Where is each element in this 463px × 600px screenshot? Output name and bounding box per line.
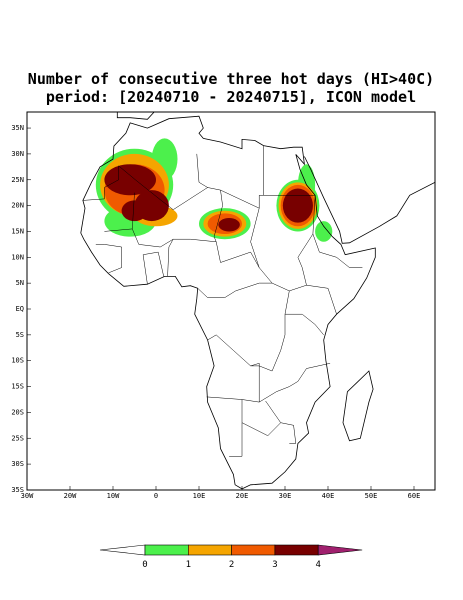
lat-tick-label: 20N <box>11 202 24 210</box>
coastline <box>342 370 374 442</box>
lon-tick-label: 0 <box>154 492 158 500</box>
country-border <box>207 290 290 372</box>
country-border <box>167 239 174 277</box>
lat-tick-label: 30S <box>11 460 24 468</box>
coastline <box>304 156 435 244</box>
heat-patch <box>218 218 240 232</box>
lat-tick-label: 10S <box>11 357 24 365</box>
lat-tick-label: 35S <box>11 486 24 494</box>
lat-tick-label: EQ <box>16 305 24 313</box>
colorbar-high-end <box>317 544 363 556</box>
lat-tick-label: 30N <box>11 150 24 158</box>
lat-tick-label: 20S <box>11 408 24 416</box>
country-border <box>241 422 281 437</box>
colorbar: 0 1 2 3 4 <box>99 544 363 570</box>
colorbar-label: 2 <box>229 560 234 570</box>
title-line-2: period: [20240710 - 20240715], ICON mode… <box>46 88 416 106</box>
lon-tick-label: 40E <box>322 492 335 500</box>
axis-ticks: 35N 30N 25N 20N 15N 10N 5N EQ 5S 10S 15S 20S 25S 30S 3… <box>11 124 420 500</box>
lat-tick-label: 10N <box>11 253 24 261</box>
map-frame <box>26 111 436 491</box>
colorbar-segment <box>274 544 319 556</box>
country-border <box>196 153 208 188</box>
lat-tick-label: 35N <box>11 124 24 132</box>
lon-tick-label: 10E <box>193 492 206 500</box>
country-border <box>206 362 260 403</box>
coastline <box>116 112 155 120</box>
lon-tick-label: 10W <box>107 492 120 500</box>
lat-tick-label: 15N <box>11 227 24 235</box>
coastline <box>80 115 376 490</box>
colorbar-segment <box>231 544 276 556</box>
country-border <box>197 282 273 298</box>
lon-tick-label: 20W <box>64 492 77 500</box>
country-border <box>213 190 223 242</box>
country-border <box>82 165 119 201</box>
country-border <box>250 208 260 268</box>
lon-tick-label: 30E <box>279 492 292 500</box>
country-border <box>312 233 363 268</box>
colorbar-label: 1 <box>186 560 191 570</box>
colorbar-label: 0 <box>142 560 147 570</box>
country-border <box>95 244 122 274</box>
map-area <box>80 112 435 490</box>
lat-tick-label: 5S <box>16 331 24 339</box>
title-line-1: Number of consecutive three hot days (HI… <box>28 70 434 88</box>
heat-patch <box>121 200 148 222</box>
lat-tick-label: 25S <box>11 434 24 442</box>
country-border <box>142 251 164 285</box>
colorbar-label: 3 <box>272 560 277 570</box>
lon-tick-label: 20E <box>236 492 249 500</box>
country-border <box>259 363 331 403</box>
lat-tick-label: 25N <box>11 176 24 184</box>
heat-patch <box>104 164 156 196</box>
colorbar-label: 4 <box>315 560 320 570</box>
country-border <box>297 195 316 286</box>
colorbar-low-end <box>99 544 146 556</box>
country-border <box>285 313 324 336</box>
country-border <box>132 228 337 315</box>
lat-tick-label: 15S <box>11 383 24 391</box>
colorbar-segment <box>188 544 232 556</box>
heat-patch <box>282 188 313 223</box>
lon-tick-label: 50E <box>365 492 378 500</box>
country-border <box>229 399 243 457</box>
heat-patch <box>315 221 333 242</box>
lon-tick-label: 30W <box>21 492 34 500</box>
lat-tick-label: 5N <box>16 279 24 287</box>
country-border <box>118 145 264 211</box>
colorbar-segment <box>144 544 189 556</box>
country-border <box>265 400 297 444</box>
lon-tick-label: 60E <box>408 492 421 500</box>
